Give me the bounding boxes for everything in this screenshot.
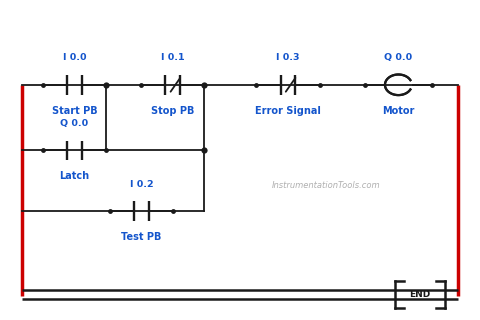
Text: I 0.2: I 0.2 xyxy=(130,180,154,189)
Text: Latch: Latch xyxy=(60,171,89,181)
Text: InstrumentationTools.com: InstrumentationTools.com xyxy=(272,181,381,190)
Text: Start PB: Start PB xyxy=(51,106,97,116)
Text: Test PB: Test PB xyxy=(121,232,162,242)
Text: Q 0.0: Q 0.0 xyxy=(384,53,412,62)
Text: Stop PB: Stop PB xyxy=(151,106,194,116)
Text: Q 0.0: Q 0.0 xyxy=(60,119,88,128)
Text: END: END xyxy=(409,290,431,299)
Text: I 0.3: I 0.3 xyxy=(276,53,300,62)
Text: I 0.1: I 0.1 xyxy=(161,53,185,62)
Text: Error Signal: Error Signal xyxy=(255,106,321,116)
Text: I 0.0: I 0.0 xyxy=(63,53,86,62)
Text: Motor: Motor xyxy=(382,106,415,116)
